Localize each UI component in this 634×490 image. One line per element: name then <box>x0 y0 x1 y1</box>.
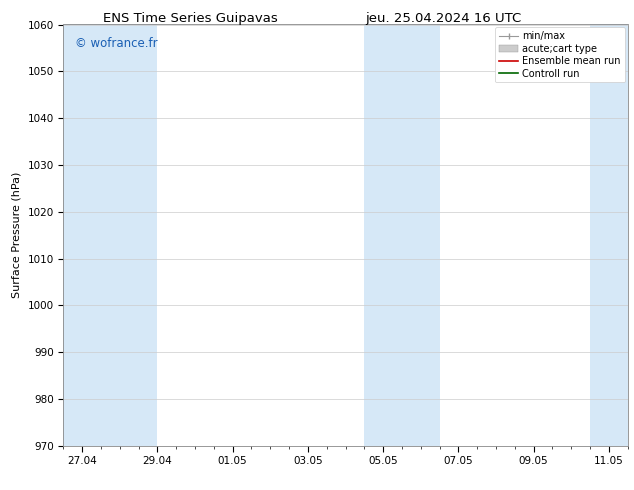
Text: © wofrance.fr: © wofrance.fr <box>75 37 157 50</box>
Text: jeu. 25.04.2024 16 UTC: jeu. 25.04.2024 16 UTC <box>366 12 522 25</box>
Legend: min/max, acute;cart type, Ensemble mean run, Controll run: min/max, acute;cart type, Ensemble mean … <box>495 27 624 82</box>
Bar <box>365 24 439 446</box>
Bar <box>590 24 628 446</box>
Text: ENS Time Series Guipavas: ENS Time Series Guipavas <box>103 12 278 25</box>
Bar <box>63 24 157 446</box>
Y-axis label: Surface Pressure (hPa): Surface Pressure (hPa) <box>12 172 22 298</box>
